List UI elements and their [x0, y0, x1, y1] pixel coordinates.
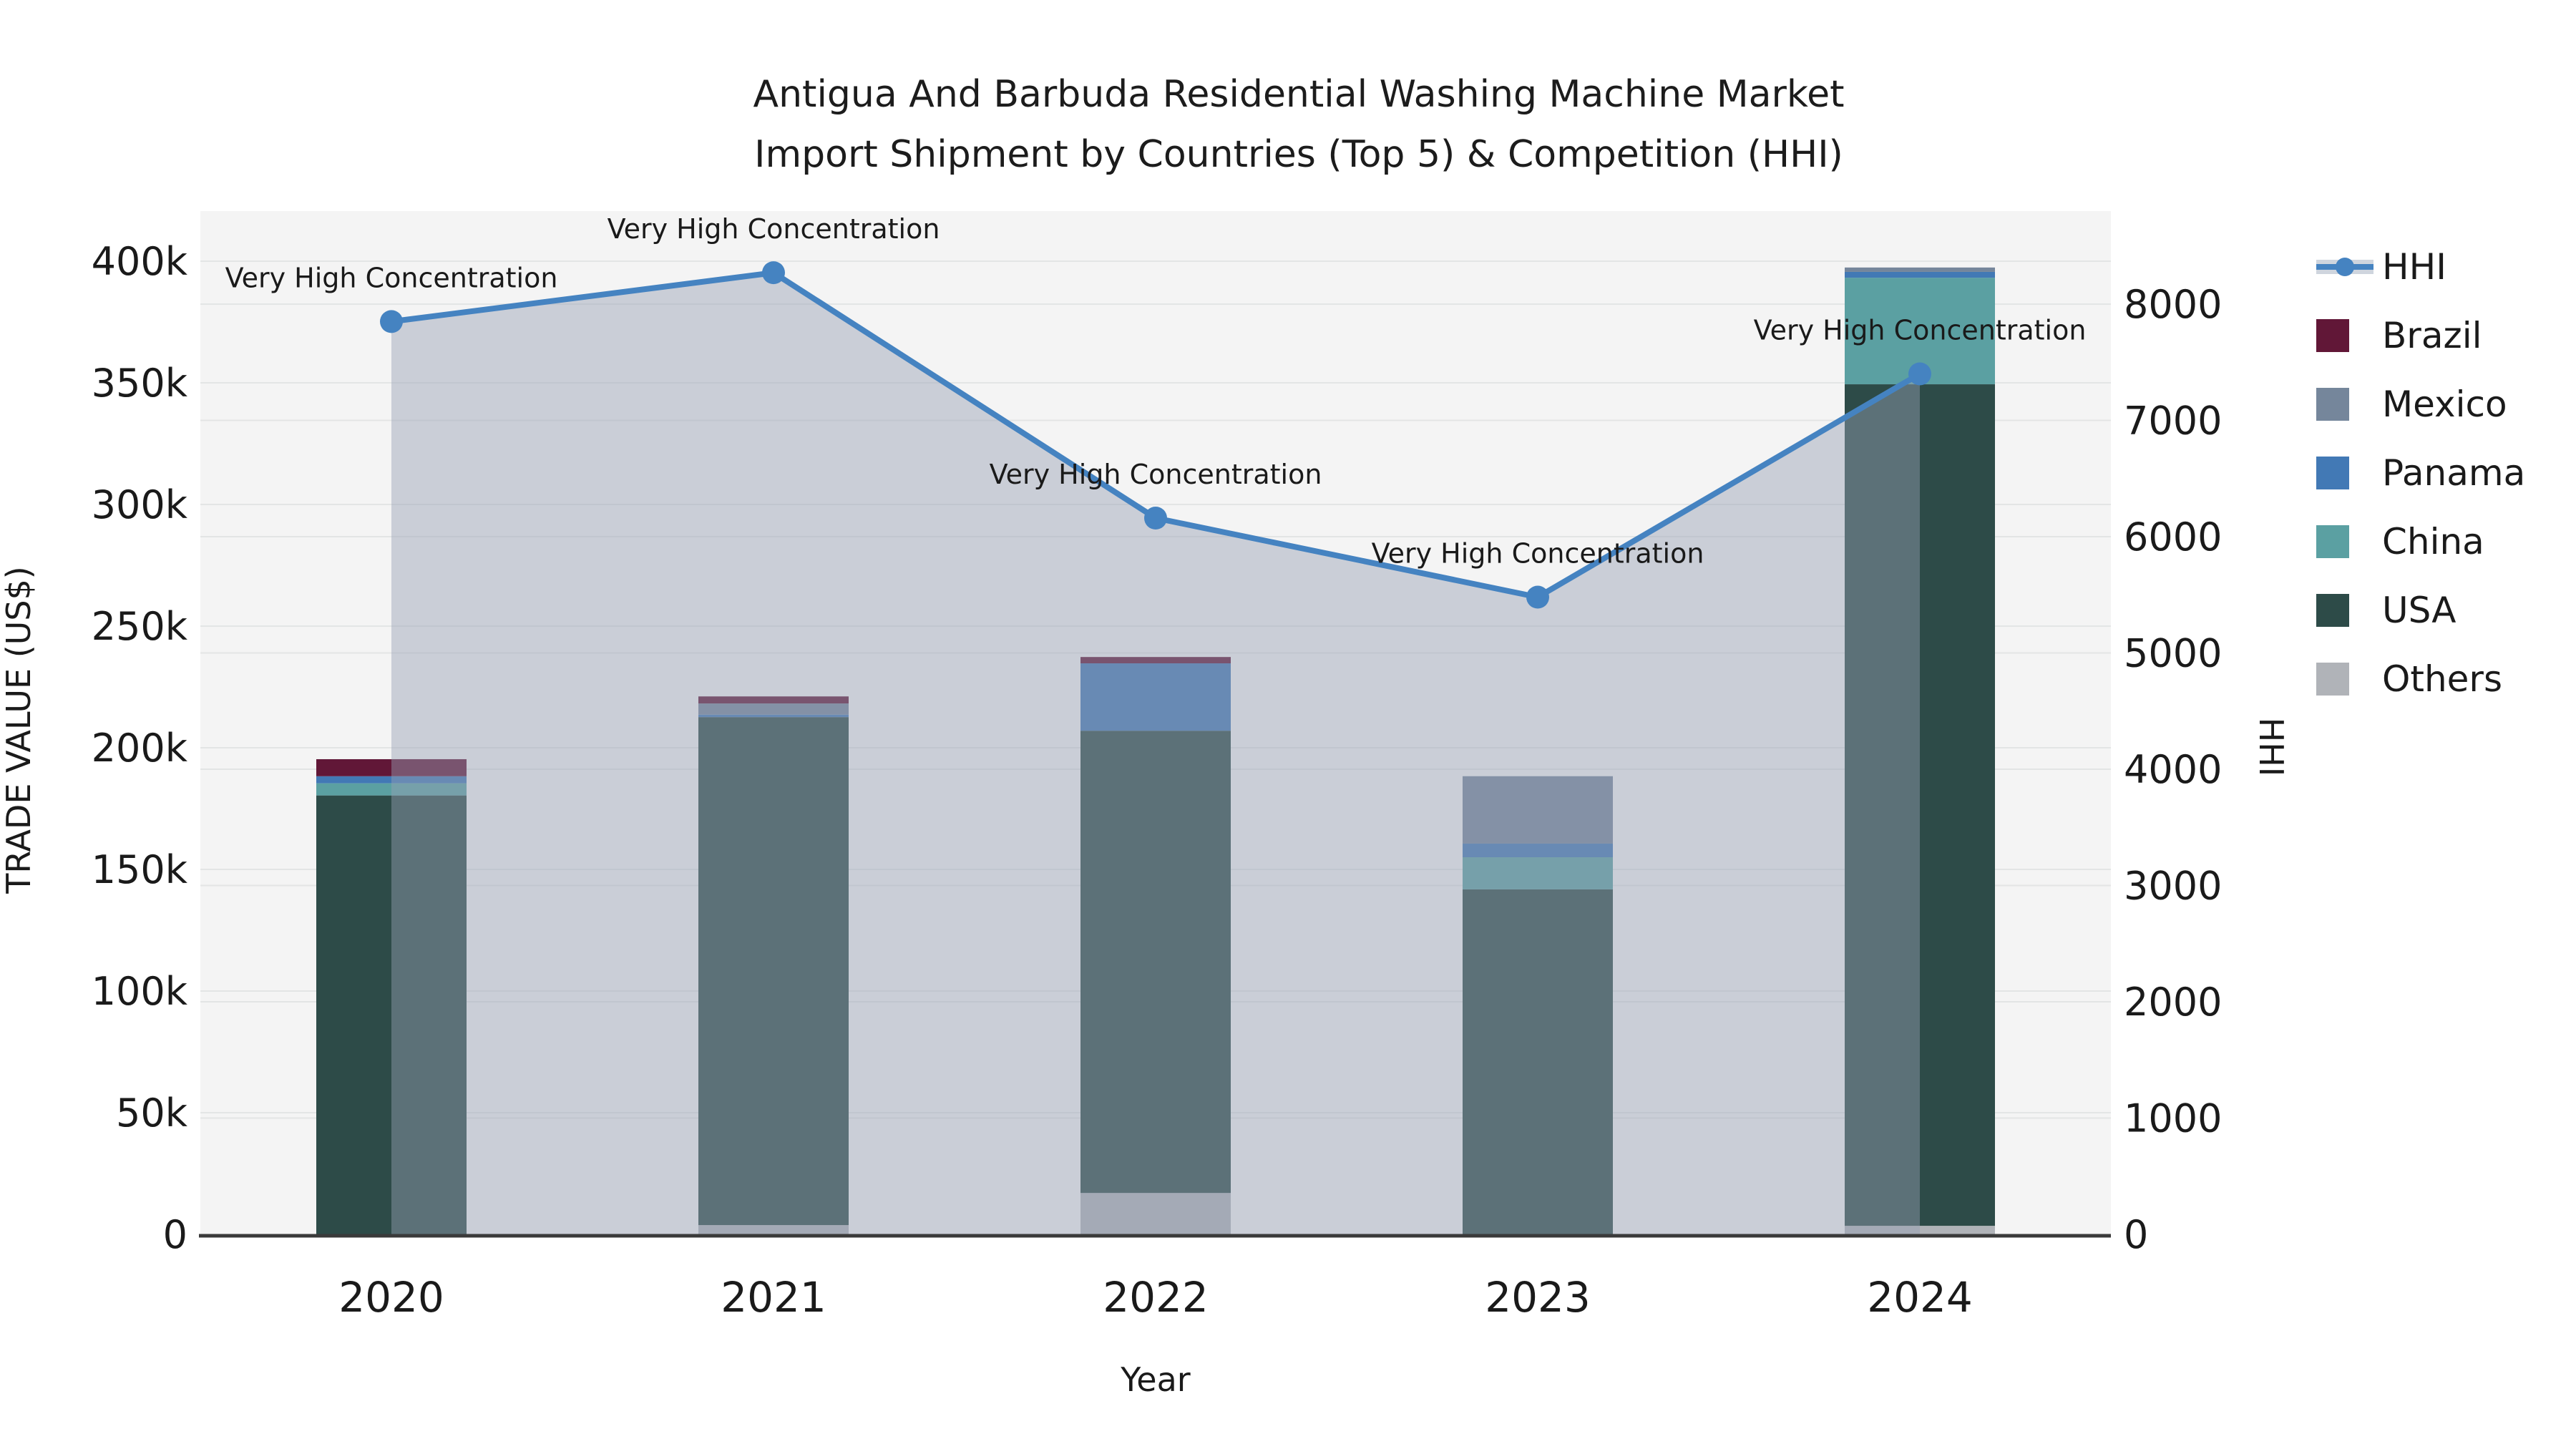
svg-text:300k: 300k — [92, 482, 188, 527]
legend-label: Panama — [2382, 452, 2526, 494]
hhi-marker-2024[interactable] — [1908, 362, 1931, 386]
hhi-marker-2021[interactable] — [762, 261, 785, 285]
annotation-2023: Very High Concentration — [1372, 538, 1704, 570]
x-axis-title: Year — [1120, 1360, 1190, 1399]
bar-segment-mexico-2021[interactable] — [698, 703, 849, 715]
legend-label: USA — [2382, 590, 2457, 631]
legend-label: Mexico — [2382, 384, 2507, 425]
y-right-axis-title: HHI — [2252, 718, 2290, 777]
color-swatch-icon — [2316, 507, 2373, 576]
x-tick-labels: 2020 2021 2022 2023 2024 — [338, 1273, 1973, 1322]
bar-segment-panama-2021[interactable] — [698, 714, 849, 718]
legend-label: China — [2382, 521, 2484, 562]
y-right-tick-labels: 0 1000 2000 3000 4000 5000 6000 7000 8000 — [2124, 282, 2222, 1257]
chart-title-line1: Antigua And Barbuda Residential Washing … — [753, 73, 1845, 116]
bar-segment-usa-2021[interactable] — [698, 717, 849, 1226]
bar-stacks — [316, 267, 1995, 1234]
legend-label: HHI — [2382, 246, 2446, 288]
svg-text:1000: 1000 — [2124, 1096, 2222, 1141]
svg-text:2020: 2020 — [338, 1273, 444, 1322]
legend-label: Others — [2382, 658, 2503, 700]
svg-text:3000: 3000 — [2124, 863, 2222, 908]
color-swatch-icon — [2316, 301, 2373, 370]
svg-text:7000: 7000 — [2124, 398, 2222, 443]
bar-segment-mexico-2024[interactable] — [1845, 267, 1995, 272]
legend-item-others[interactable]: Others — [2316, 645, 2525, 713]
color-swatch-icon — [2316, 576, 2373, 645]
svg-text:100k: 100k — [92, 969, 188, 1014]
bar-segment-panama-2023[interactable] — [1463, 843, 1613, 857]
annotation-2021: Very High Concentration — [608, 213, 940, 245]
legend-item-usa[interactable]: USA — [2316, 576, 2525, 645]
annotation-2022: Very High Concentration — [990, 459, 1322, 490]
svg-text:50k: 50k — [116, 1091, 188, 1136]
svg-text:0: 0 — [163, 1212, 187, 1257]
bar-segment-usa-2024[interactable] — [1845, 384, 1995, 1226]
bar-segment-others-2021[interactable] — [698, 1225, 849, 1234]
color-swatch-icon — [2316, 439, 2373, 507]
bar-segment-china-2020[interactable] — [316, 783, 467, 796]
annotation-2020: Very High Concentration — [225, 262, 558, 293]
legend-item-china[interactable]: China — [2316, 507, 2525, 576]
legend: HHI Brazil Mexico Panama China USA Others — [2316, 233, 2525, 713]
bar-segment-china-2023[interactable] — [1463, 857, 1613, 889]
legend-item-hhi[interactable]: HHI — [2316, 233, 2525, 301]
svg-text:200k: 200k — [92, 726, 188, 771]
bar-segment-brazil-2020[interactable] — [316, 758, 467, 776]
svg-text:2000: 2000 — [2124, 980, 2222, 1025]
hhi-marker-2020[interactable] — [380, 310, 403, 333]
legend-item-panama[interactable]: Panama — [2316, 439, 2525, 507]
svg-text:2021: 2021 — [721, 1273, 826, 1322]
y-left-axis-title: TRADE VALUE (US$) — [0, 566, 38, 894]
legend-label: Brazil — [2382, 315, 2482, 356]
legend-item-mexico[interactable]: Mexico — [2316, 370, 2525, 439]
color-swatch-icon — [2316, 370, 2373, 439]
hhi-marker-2023[interactable] — [1526, 585, 1549, 609]
svg-text:150k: 150k — [92, 847, 188, 892]
y-left-tick-labels: 0 50k 100k 150k 200k 250k 300k 350k 400k — [92, 239, 188, 1257]
svg-text:8000: 8000 — [2124, 282, 2222, 327]
svg-text:350k: 350k — [92, 361, 188, 406]
svg-text:4000: 4000 — [2124, 747, 2222, 792]
hhi-area-fill — [391, 273, 1920, 1234]
hhi-line-icon — [2316, 233, 2373, 301]
hhi-marker-2022[interactable] — [1144, 507, 1167, 530]
svg-text:5000: 5000 — [2124, 630, 2222, 675]
bar-segment-others-2024[interactable] — [1845, 1226, 1995, 1234]
bar-segment-brazil-2021[interactable] — [698, 696, 849, 704]
svg-text:2024: 2024 — [1867, 1273, 1973, 1322]
bar-segment-usa-2020[interactable] — [316, 795, 467, 1234]
svg-text:2022: 2022 — [1103, 1273, 1209, 1322]
bar-segment-brazil-2022[interactable] — [1080, 657, 1231, 664]
chart-title-line2: Import Shipment by Countries (Top 5) & C… — [754, 133, 1843, 176]
legend-item-brazil[interactable]: Brazil — [2316, 301, 2525, 370]
svg-text:6000: 6000 — [2124, 514, 2222, 560]
bar-segment-usa-2022[interactable] — [1080, 731, 1231, 1194]
svg-text:250k: 250k — [92, 604, 188, 649]
bar-segment-others-2022[interactable] — [1080, 1193, 1231, 1234]
bar-segment-panama-2022[interactable] — [1080, 663, 1231, 731]
svg-text:0: 0 — [2124, 1212, 2148, 1257]
annotation-2024: Very High Concentration — [1754, 315, 2087, 346]
bar-segment-mexico-2023[interactable] — [1463, 776, 1613, 844]
color-swatch-icon — [2316, 645, 2373, 713]
svg-text:400k: 400k — [92, 239, 188, 284]
bar-segment-panama-2024[interactable] — [1845, 271, 1995, 278]
bar-segment-panama-2020[interactable] — [316, 776, 467, 784]
svg-text:2023: 2023 — [1485, 1273, 1591, 1322]
bar-segment-usa-2023[interactable] — [1463, 889, 1613, 1234]
